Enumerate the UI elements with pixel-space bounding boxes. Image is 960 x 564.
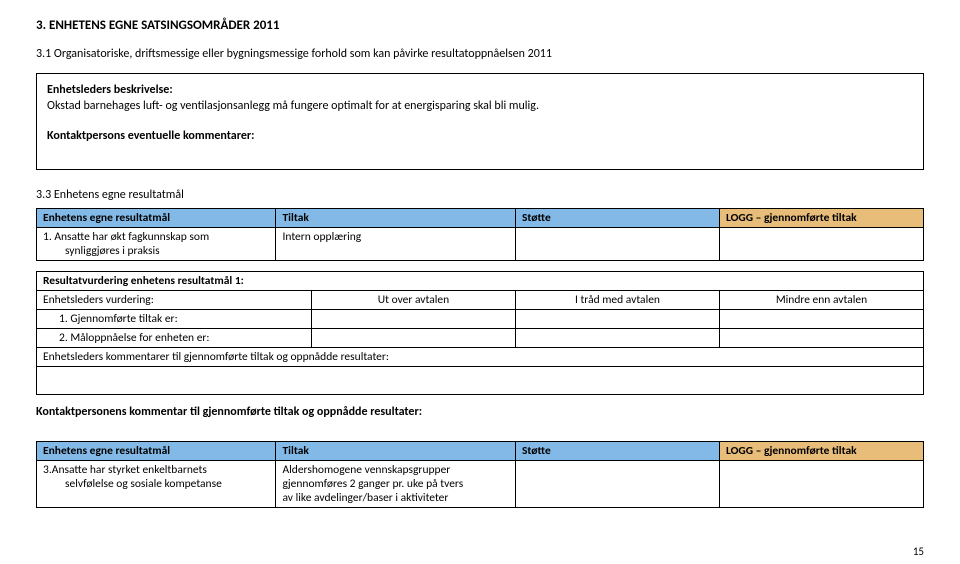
table-row: Resultatvurdering enhetens resultatmål 1… (37, 271, 924, 290)
cell: Aldershomogene vennskapsgrupper gjennomf… (276, 460, 515, 507)
cell (37, 366, 924, 394)
cell (719, 309, 923, 328)
col-header: Tiltak (276, 441, 515, 460)
cell (311, 328, 515, 347)
col-header: LOGG – gjennomførte tiltak (719, 441, 923, 460)
cell: Intern opplæring (276, 227, 515, 260)
cell: 3.Ansatte har styrket enkeltbarnets selv… (37, 460, 276, 507)
desc-label: Enhetsleders beskrivelse: (47, 83, 173, 97)
cell: Enhetsleders kommentarer til gjennomført… (37, 347, 924, 366)
cell: 1. Ansatte har økt fagkunnskap som synli… (37, 227, 276, 260)
section-33-title: 3.3 Enhetens egne resultatmål (36, 188, 924, 202)
col-header: Støtte (515, 441, 719, 460)
goals-table-2: Enhetens egne resultatmål Tiltak Støtte … (36, 441, 924, 508)
col-header: Enhetens egne resultatmål (37, 441, 276, 460)
assessment-title: Resultatvurdering enhetens resultatmål 1… (37, 271, 924, 290)
cell (311, 309, 515, 328)
col-header: Enhetens egne resultatmål (37, 208, 276, 227)
table-row: 1. Gjennomførte tiltak er: (37, 309, 924, 328)
table-row: 1. Ansatte har økt fagkunnskap som synli… (37, 227, 924, 260)
cell: Mindre enn avtalen (719, 290, 923, 309)
col-header: Tiltak (276, 208, 515, 227)
subsection-heading: 3.1 Organisatoriske, driftsmessige eller… (36, 47, 924, 61)
goals-table-1: Enhetens egne resultatmål Tiltak Støtte … (36, 208, 924, 261)
col-header: LOGG – gjennomførte tiltak (719, 208, 923, 227)
table-header-row: Enhetens egne resultatmål Tiltak Støtte … (37, 441, 924, 460)
cell: Enhetsleders vurdering: (37, 290, 312, 309)
contact-label: Kontaktpersons eventuelle kommentarer: (47, 129, 254, 143)
table-header-row: Enhetens egne resultatmål Tiltak Støtte … (37, 208, 924, 227)
table-row: Enhetsleders kommentarer til gjennomført… (37, 347, 924, 366)
result-assessment-table: Resultatvurdering enhetens resultatmål 1… (36, 271, 924, 395)
cell (515, 460, 719, 507)
cell: 1. Gjennomførte tiltak er: (37, 309, 312, 328)
section-heading: 3. ENHETENS EGNE SATSINGSOMRÅDER 2011 (36, 18, 924, 33)
contact-comment-label: Kontaktpersonens kommentar til gjennomfø… (36, 405, 924, 419)
cell (719, 328, 923, 347)
cell: I tråd med avtalen (515, 290, 719, 309)
cell (515, 328, 719, 347)
page-number: 15 (913, 545, 924, 558)
table-row: Enhetsleders vurdering: Ut over avtalen … (37, 290, 924, 309)
col-header: Støtte (515, 208, 719, 227)
cell (515, 227, 719, 260)
table-row (37, 366, 924, 394)
cell (719, 460, 923, 507)
description-box: Enhetsleders beskrivelse: Okstad barneha… (36, 73, 924, 170)
cell: Ut over avtalen (311, 290, 515, 309)
cell: 2. Måloppnåelse for enheten er: (37, 328, 312, 347)
cell (719, 227, 923, 260)
table-row: 2. Måloppnåelse for enheten er: (37, 328, 924, 347)
cell (515, 309, 719, 328)
table-row: 3.Ansatte har styrket enkeltbarnets selv… (37, 460, 924, 507)
desc-text: Okstad barnehages luft- og ventilasjonsa… (47, 98, 913, 114)
